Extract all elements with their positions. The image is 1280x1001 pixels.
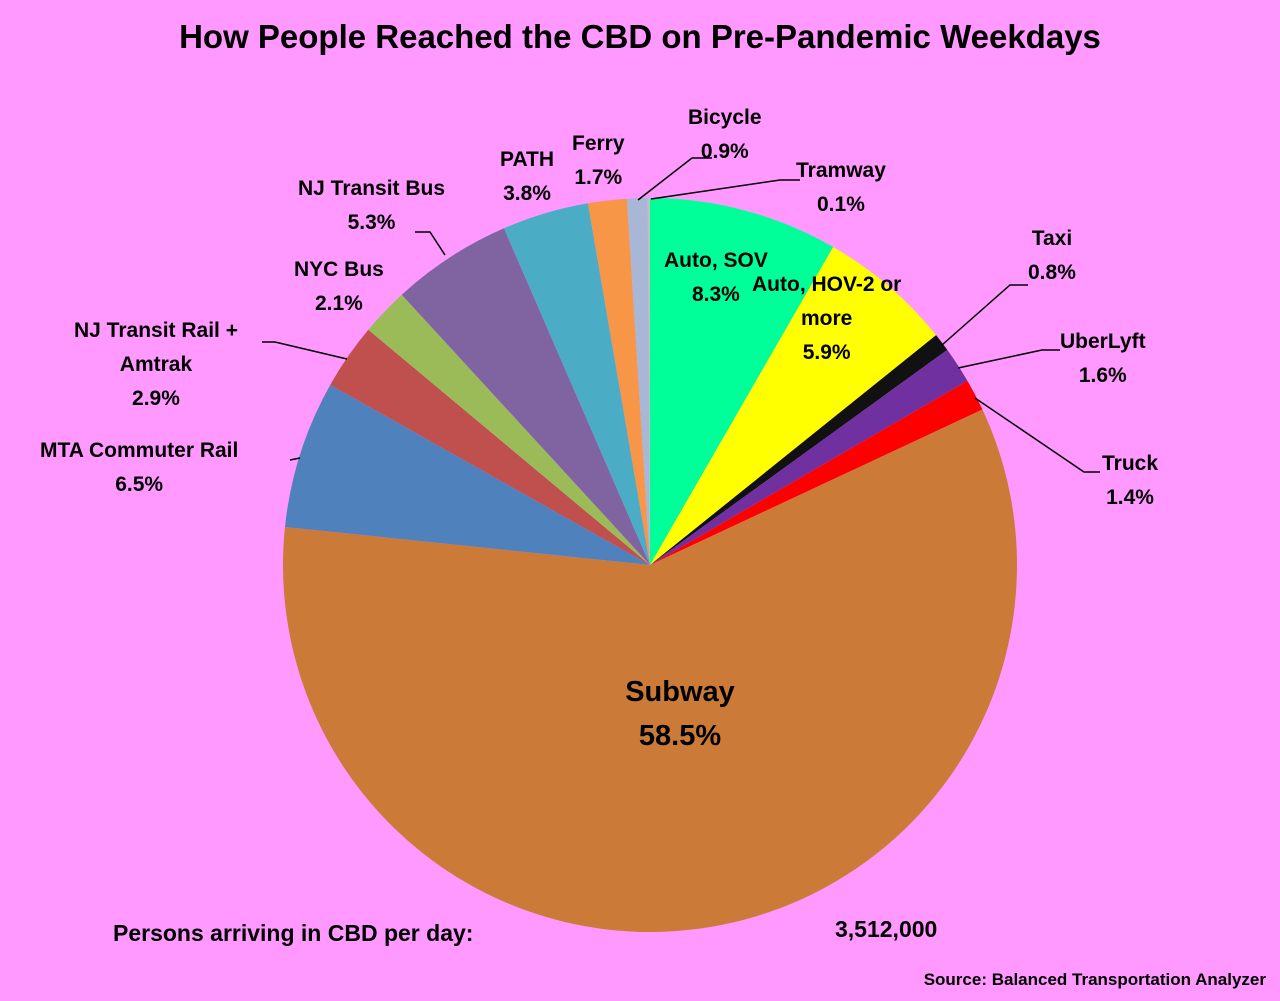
label-bicycle: Bicycle 0.9% bbox=[688, 106, 762, 163]
pie-slice-nj-transit-bus bbox=[401, 228, 650, 565]
pie-slice-bicycle bbox=[626, 198, 650, 566]
pie-slice-path bbox=[503, 203, 650, 565]
pie-slice-nyc-bus bbox=[368, 294, 650, 565]
label-ferry: Ferry 1.7% bbox=[572, 132, 625, 189]
label-nyc-bus: NYC Bus 2.1% bbox=[294, 258, 384, 315]
label-nj-transit-bus: NJ Transit Bus 5.3% bbox=[298, 177, 446, 234]
pie-slice-mta-commuter-rail bbox=[284, 384, 650, 565]
pie-slice-ferry bbox=[587, 198, 650, 565]
source-note: Source: Balanced Transportation Analyzer bbox=[923, 970, 1266, 989]
persons-value: 3,512,000 bbox=[835, 916, 938, 942]
label-nj-transit-rail: NJ Transit Rail + Amtrak 2.9% bbox=[74, 319, 238, 410]
chart-title: How People Reached the CBD on Pre-Pandem… bbox=[179, 18, 1101, 55]
pie-slice-taxi bbox=[650, 335, 948, 565]
label-taxi: Taxi 0.8% bbox=[1028, 227, 1076, 284]
label-path: PATH 3.8% bbox=[500, 148, 555, 205]
label-subway: Subway 58.5% bbox=[625, 676, 735, 752]
label-mta-commuter-rail: MTA Commuter Rail 6.5% bbox=[40, 439, 239, 496]
persons-label: Persons arriving in CBD per day: bbox=[113, 920, 474, 946]
pie-slice-auto-sov bbox=[650, 198, 834, 565]
pie-slice-auto-hov-2-or-more bbox=[650, 246, 937, 565]
pie-slice-tramway bbox=[647, 198, 650, 565]
leader-lines bbox=[262, 157, 1100, 473]
pie-slice-nj-transit-rail-amtrak bbox=[330, 329, 650, 565]
pie-slice-uberlyft bbox=[650, 349, 968, 565]
pie-slice-subway bbox=[282, 409, 1017, 932]
label-auto-sov: Auto, SOV 8.3% bbox=[664, 249, 768, 306]
label-auto-hov: Auto, HOV-2 or more 5.9% bbox=[752, 273, 902, 364]
label-uberlyft: UberLyft 1.6% bbox=[1060, 330, 1146, 387]
label-truck: Truck 1.4% bbox=[1102, 452, 1159, 509]
pie-slice-truck bbox=[650, 380, 983, 565]
label-tramway: Tramway 0.1% bbox=[796, 159, 886, 216]
